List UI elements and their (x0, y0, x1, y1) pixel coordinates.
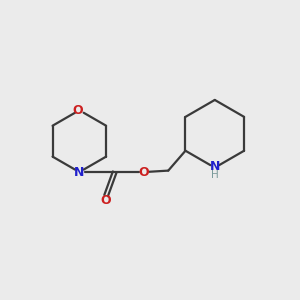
Text: N: N (74, 166, 85, 178)
Text: O: O (73, 104, 83, 117)
Text: H: H (211, 170, 219, 180)
Text: O: O (101, 194, 111, 207)
Text: N: N (210, 160, 220, 173)
Text: O: O (139, 166, 149, 178)
